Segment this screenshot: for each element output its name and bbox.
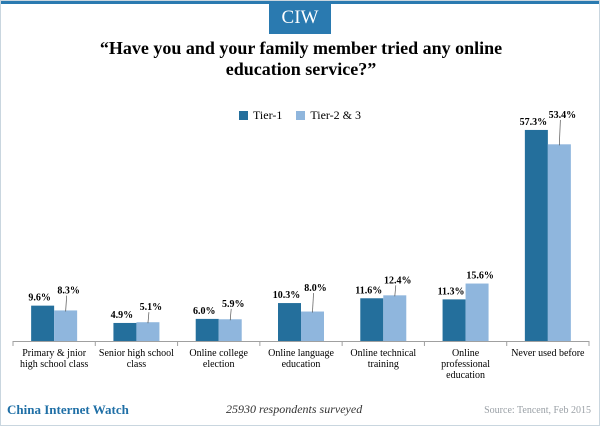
- data-label-tier1: 10.3%: [273, 290, 301, 301]
- bar-tier23: [301, 311, 324, 341]
- x-tick-label: training: [368, 359, 399, 370]
- x-tick-label: Primary & jnior: [22, 348, 87, 359]
- data-label-leader: [559, 119, 561, 146]
- chart-title-line-2: education service?”: [225, 59, 377, 79]
- bar-tier23: [547, 144, 571, 341]
- data-label-tier1: 11.3%: [438, 286, 465, 297]
- bar-tier23: [218, 319, 242, 341]
- legend-label-tier1: Tier-1: [253, 108, 283, 122]
- x-tick-label: election: [203, 359, 235, 370]
- data-label-tier23: 15.6%: [466, 271, 494, 282]
- legend-item-tier23: Tier-2 & 3: [296, 108, 361, 123]
- bar-tier23: [465, 283, 489, 341]
- x-tick-label: Online language: [268, 348, 334, 359]
- bar-tier1: [360, 298, 384, 341]
- bar-tier1: [195, 318, 219, 341]
- data-label-tier1: 57.3%: [520, 117, 548, 128]
- data-label-tier23: 8.3%: [57, 286, 80, 297]
- footer-source: Source: Tencent, Feb 2015: [484, 405, 591, 416]
- bar-tier1: [442, 299, 466, 341]
- legend-label-tier23: Tier-2 & 3: [310, 108, 361, 122]
- data-label-leader: [312, 293, 314, 313]
- data-label-tier23: 53.4%: [549, 110, 577, 121]
- x-tick-label: professional: [441, 359, 490, 370]
- data-label-leader: [394, 285, 397, 297]
- data-label-tier1: 6.0%: [193, 306, 216, 317]
- data-label-tier23: 8.0%: [304, 283, 327, 294]
- bar-tier1: [31, 305, 55, 341]
- chart-title-line-1: “Have you and your family member tried a…: [99, 38, 503, 58]
- x-tick-label: Online college: [189, 348, 248, 359]
- data-label-tier1: 11.6%: [355, 285, 382, 296]
- legend-item-tier1: Tier-1: [239, 108, 282, 123]
- brand-text: CIW: [281, 6, 319, 28]
- x-tick-label: high school class: [20, 359, 88, 370]
- x-tick-label: Senior high school: [99, 348, 174, 359]
- bar-tier1: [524, 129, 548, 341]
- data-label-tier23: 5.9%: [222, 299, 245, 310]
- data-label-tier1: 9.6%: [28, 293, 51, 304]
- x-tick-label: class: [127, 359, 147, 370]
- bar-tier23: [136, 322, 160, 341]
- bar-tier1: [113, 322, 137, 341]
- data-label-tier23: 12.4%: [384, 275, 412, 286]
- chart-title: “Have you and your family member tried a…: [21, 38, 581, 80]
- x-tick-label: Online: [452, 348, 480, 359]
- bar-tier23: [54, 310, 78, 341]
- data-label-tier23: 5.1%: [140, 302, 163, 313]
- chart-legend: Tier-1 Tier-2 & 3: [1, 108, 599, 123]
- x-tick-label: Never used before: [511, 348, 585, 359]
- legend-swatch-tier1: [239, 111, 248, 120]
- data-label-leader: [229, 308, 232, 321]
- x-tick-label: education: [446, 370, 485, 381]
- data-label-tier1: 4.9%: [111, 310, 134, 321]
- data-label-leader: [65, 295, 67, 312]
- legend-swatch-tier23: [296, 111, 306, 120]
- footer-site-name: China Internet Watch: [7, 402, 129, 417]
- brand-logo: CIW: [269, 1, 331, 34]
- footer-respondents-note: 25930 respondents surveyed: [226, 402, 363, 416]
- data-label-leader: [147, 312, 150, 324]
- bar-tier1: [278, 303, 301, 341]
- x-tick-label: Online technical: [350, 348, 416, 359]
- x-tick-label: education: [282, 359, 321, 370]
- bar-tier23: [383, 295, 407, 341]
